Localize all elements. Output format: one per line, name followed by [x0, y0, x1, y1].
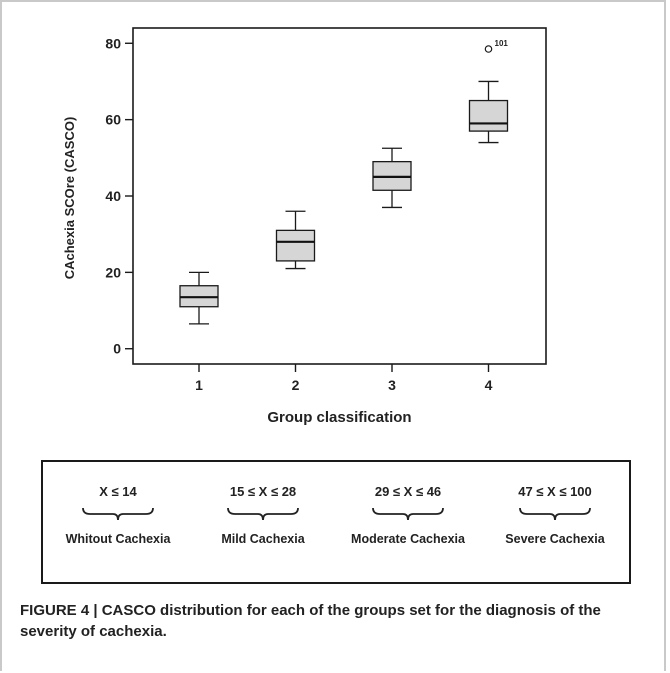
legend-label: Whitout Cachexia — [65, 532, 171, 546]
legend-range: 47 ≤ X ≤ 100 — [518, 484, 592, 499]
box-iqr — [275, 229, 316, 262]
box-iqr — [468, 99, 509, 132]
y-tick-label: 80 — [105, 35, 121, 51]
legend-group-severe: 47 ≤ X ≤ 100 Severe Cachexia — [480, 462, 630, 582]
brace-icon — [227, 507, 299, 521]
outlier-point — [484, 45, 493, 53]
brace-icon — [82, 507, 154, 521]
legend-range: 15 ≤ X ≤ 28 — [229, 484, 297, 499]
legend-label: Moderate Cachexia — [351, 532, 465, 546]
legend-label: Severe Cachexia — [505, 532, 605, 546]
plot-area — [132, 27, 547, 365]
box-plot-chart: 0 20 40 60 80 1 2 3 4 Group classification CAchexi… — [62, 27, 547, 426]
legend-range: 29 ≤ X ≤ 46 — [374, 484, 442, 499]
x-tick-label: 3 — [388, 377, 396, 393]
legend-range: X ≤ 14 — [99, 484, 137, 499]
legend-group-moderate: 29 ≤ X ≤ 46 Moderate Cachexia — [333, 462, 483, 582]
figure-caption: FIGURE 4 | CASCO distribution for each o… — [20, 602, 601, 640]
outlier-label: 101 — [495, 39, 509, 48]
brace-icon — [372, 507, 444, 521]
legend-group-mild: 15 ≤ X ≤ 28 Mild Cachexia — [188, 462, 338, 582]
legend-label: Mild Cachexia — [221, 532, 305, 546]
y-tick-label: 60 — [105, 112, 121, 128]
legend-box: X ≤ 14 Whitout Cachexia 15 ≤ X ≤ 28 Mild… — [41, 460, 631, 584]
y-axis-title: CAchexia SCOre (CASCO) — [62, 117, 77, 280]
x-tick-label: 4 — [485, 377, 493, 393]
x-axis-title: Group classification — [267, 409, 411, 426]
legend-group-without: X ≤ 14 Whitout Cachexia — [43, 462, 193, 582]
brace-icon — [519, 507, 591, 521]
x-tick-label: 1 — [195, 377, 203, 393]
y-tick-label: 20 — [105, 264, 121, 280]
y-tick-label: 0 — [113, 341, 121, 357]
y-tick-label: 40 — [105, 188, 121, 204]
x-tick-label: 2 — [292, 377, 300, 393]
